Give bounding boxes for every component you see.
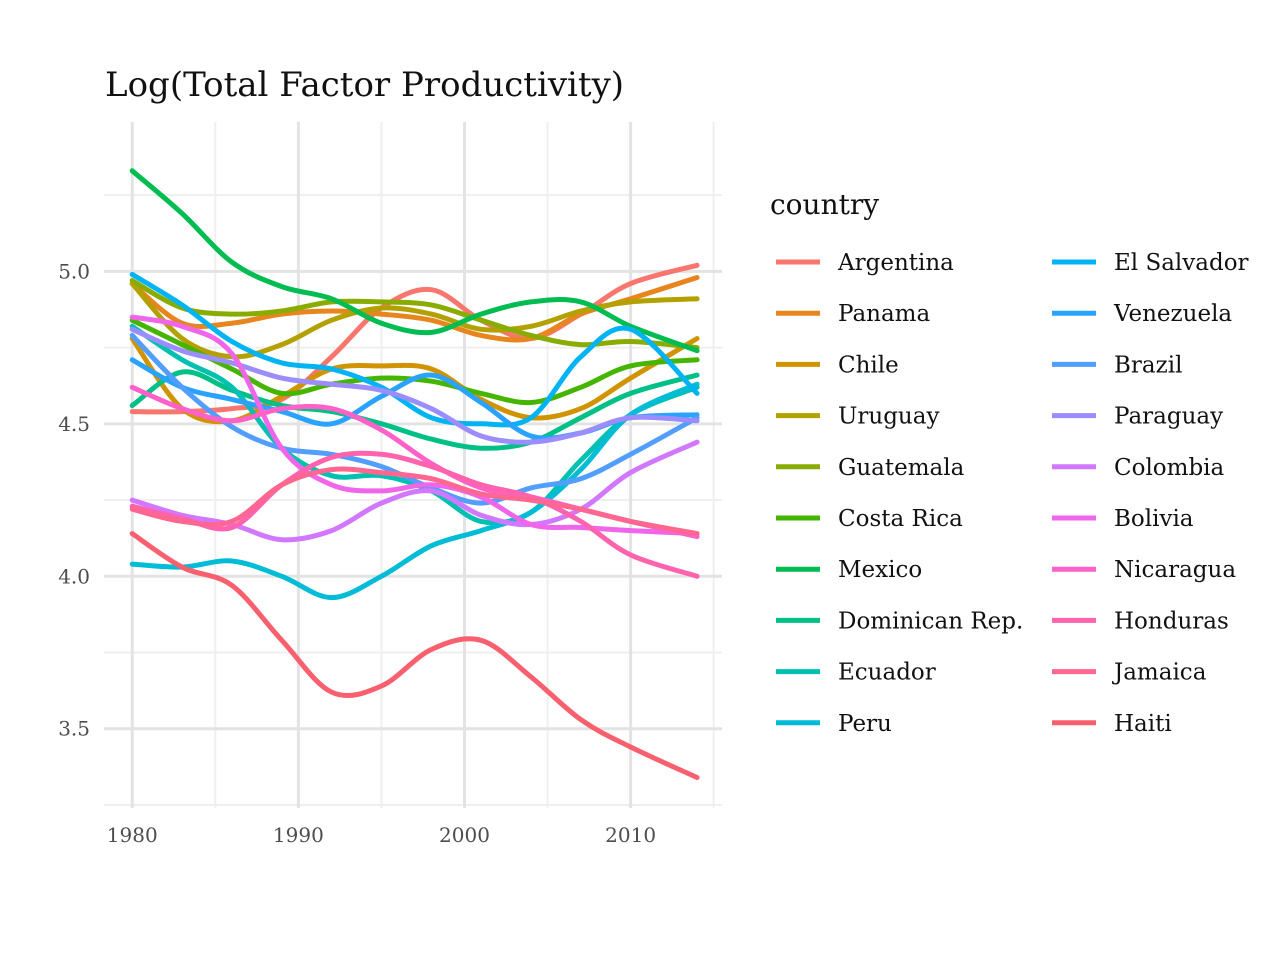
legend-item-jamaica: Jamaica	[1052, 660, 1207, 686]
series-line-dominican-rep	[129, 369, 700, 451]
series-line-haiti	[129, 531, 700, 780]
legend-item-costa-rica: Costa Rica	[776, 506, 963, 532]
legend-label-argentina: Argentina	[837, 250, 954, 276]
series-line-uruguay	[129, 281, 700, 360]
legend-item-argentina: Argentina	[776, 250, 954, 276]
legend-item-paraguay: Paraguay	[1052, 404, 1223, 430]
series-line-jamaica	[129, 466, 700, 537]
legend-item-el-salvador: El Salvador	[1052, 250, 1249, 276]
legend-item-panama: Panama	[776, 301, 930, 327]
legend-label-venezuela: Venezuela	[1113, 301, 1232, 327]
legend-item-venezuela: Venezuela	[1052, 301, 1232, 327]
series-line-ecuador	[129, 323, 700, 526]
legend-label-dominican-rep: Dominican Rep.	[838, 608, 1023, 634]
x-tick-label: 2010	[605, 823, 656, 847]
grid	[104, 122, 722, 808]
series-line-guatemala	[129, 278, 700, 351]
series-layer	[129, 168, 700, 780]
legend-label-costa-rica: Costa Rica	[838, 506, 963, 532]
legend-label-haiti: Haiti	[1114, 711, 1172, 737]
y-tick-label: 3.5	[58, 717, 90, 741]
series-line-mexico	[129, 168, 700, 354]
x-tick-label: 1990	[273, 823, 324, 847]
x-tick-label: 1980	[107, 823, 158, 847]
legend-item-guatemala: Guatemala	[776, 455, 965, 481]
series-line-el-salvador	[129, 271, 700, 428]
legend-label-el-salvador: El Salvador	[1114, 250, 1249, 276]
legend-label-paraguay: Paraguay	[1114, 404, 1223, 430]
legend-item-nicaragua: Nicaragua	[1052, 557, 1236, 583]
series-line-paraguay	[129, 326, 700, 445]
y-tick-label: 4.0	[58, 564, 90, 588]
legend-item-bolivia: Bolivia	[1052, 506, 1194, 532]
legend-item-uruguay: Uruguay	[776, 404, 939, 430]
legend-item-mexico: Mexico	[776, 557, 922, 583]
series-line-bolivia	[129, 314, 700, 537]
legend-label-nicaragua: Nicaragua	[1114, 557, 1236, 583]
legend-label-peru: Peru	[838, 711, 892, 737]
legend-item-dominican-rep: Dominican Rep.	[776, 608, 1023, 634]
legend-item-honduras: Honduras	[1052, 608, 1229, 634]
legend-label-panama: Panama	[838, 301, 930, 327]
legend-title: country	[770, 188, 879, 221]
legend-item-chile: Chile	[776, 352, 899, 378]
legend-label-chile: Chile	[838, 352, 899, 378]
legend: Argentina Panama Chile Uruguay Guatemala Cost…	[776, 250, 1249, 737]
legend-item-peru: Peru	[776, 711, 892, 737]
legend-label-bolivia: Bolivia	[1114, 506, 1194, 532]
legend-label-jamaica: Jamaica	[1112, 660, 1207, 686]
legend-item-haiti: Haiti	[1052, 711, 1172, 737]
legend-item-colombia: Colombia	[1052, 455, 1225, 481]
legend-label-mexico: Mexico	[838, 557, 922, 583]
legend-label-uruguay: Uruguay	[838, 404, 939, 430]
chart-title: Log(Total Factor Productivity)	[105, 65, 624, 105]
legend-label-colombia: Colombia	[1114, 455, 1225, 481]
y-tick-label: 5.0	[58, 259, 90, 283]
axis-labels: 1980 1990 2000 2010 3.5 4.0 4.5 5.0	[58, 259, 656, 847]
series-line-honduras	[129, 450, 700, 579]
legend-label-honduras: Honduras	[1114, 608, 1229, 634]
legend-item-brazil: Brazil	[1052, 352, 1182, 378]
legend-label-guatemala: Guatemala	[838, 455, 965, 481]
legend-label-ecuador: Ecuador	[838, 660, 936, 686]
legend-label-brazil: Brazil	[1114, 352, 1182, 378]
y-tick-label: 4.5	[58, 412, 90, 436]
x-tick-label: 2000	[439, 823, 490, 847]
series-line-peru	[129, 381, 700, 601]
legend-item-ecuador: Ecuador	[776, 660, 936, 686]
